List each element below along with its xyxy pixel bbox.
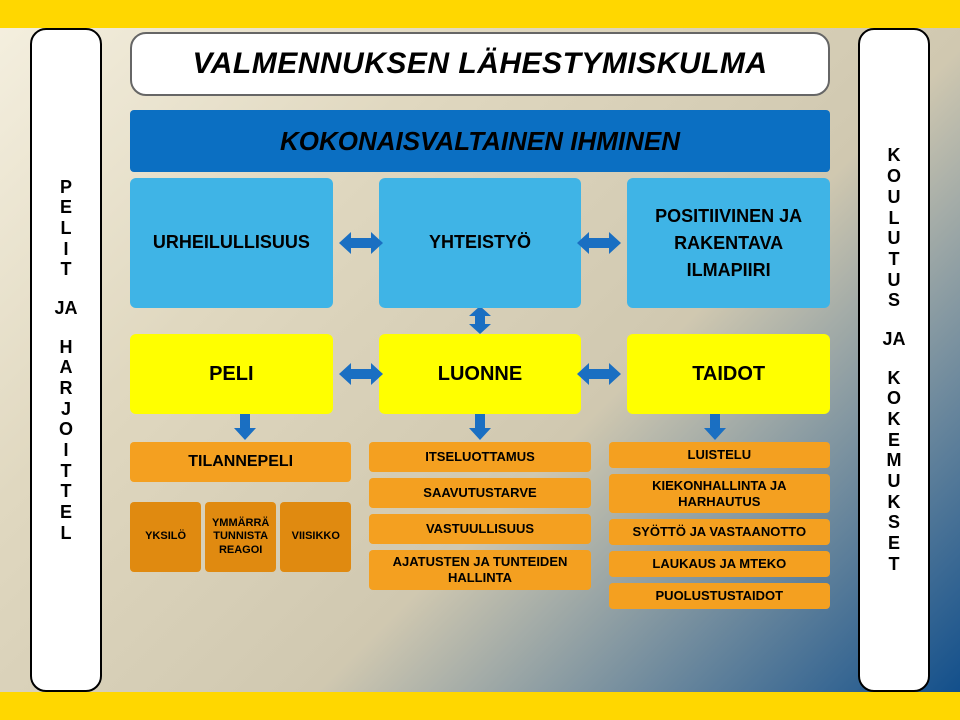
arrow-down-icon [702, 412, 728, 440]
right-pillar-word1: K O U L U T U S [887, 145, 901, 311]
right-pillar-word2: JA [882, 329, 905, 350]
cell-viisikko: VIISIKKO [280, 502, 351, 572]
box-peli: PELI [130, 334, 333, 414]
arrow-v-row12 [130, 306, 830, 334]
item-puolustus: PUOLUSTUSTAIDOT [609, 583, 830, 609]
title-box: VALMENNUKSEN LÄHESTYMISKULMA [130, 32, 830, 96]
item-itseluottamus: ITSELUOTTAMUS [369, 442, 590, 472]
right-pillar: K O U L U T U S JA K O K E M U K S E T [858, 28, 930, 692]
col-tilannepeli: TILANNEPELI YKSILÖ YMMÄRRÄ TUNNISTA REAG… [130, 442, 351, 609]
box-urheilullisuus: URHEILULLISUUS [130, 178, 333, 308]
arrow-h-icon [339, 230, 383, 256]
box-taidot: TAIDOT [627, 334, 830, 414]
arrow-h-icon [577, 230, 621, 256]
row-blue: URHEILULLISUUS YHTEISTYÖ POSITIIVINEN JA… [130, 178, 830, 308]
row-orange: TILANNEPELI YKSILÖ YMMÄRRÄ TUNNISTA REAG… [130, 442, 830, 609]
arrow-down-icon [467, 412, 493, 440]
item-kiekonhallinta: KIEKONHALLINTA JA HARHAUTUS [609, 474, 830, 513]
arrow-v-row23 [130, 412, 830, 440]
tilannepeli-header: TILANNEPELI [130, 442, 351, 482]
header-text: KOKONAISVALTAINEN IHMINEN [280, 126, 680, 157]
box-luonne: LUONNE [379, 334, 582, 414]
col-taidot-items: LUISTELU KIEKONHALLINTA JA HARHAUTUS SYÖ… [609, 442, 830, 609]
arrow-h-icon [339, 361, 383, 387]
title-text: VALMENNUKSEN LÄHESTYMISKULMA [192, 47, 767, 81]
left-pillar: P E L I T JA H A R J O I T T E L [30, 28, 102, 692]
arrow-h-icon [577, 361, 621, 387]
left-pillar-word2: JA [54, 298, 77, 319]
item-ajatusten: AJATUSTEN JA TUNTEIDEN HALLINTA [369, 550, 590, 590]
item-syotto: SYÖTTÖ JA VASTAANOTTO [609, 519, 830, 545]
item-luistelu: LUISTELU [609, 442, 830, 468]
arrow-down-icon [232, 412, 258, 440]
left-pillar-word3: H A R J O I T T E L [59, 337, 73, 544]
item-laukaus: LAUKAUS JA MTEKO [609, 551, 830, 577]
left-pillar-word1: P E L I T [60, 177, 72, 280]
right-pillar-word3: K O K E M U K S E T [887, 368, 902, 575]
cell-ymmarra: YMMÄRRÄ TUNNISTA REAGOI [205, 502, 276, 572]
item-vastuullisuus: VASTUULLISUUS [369, 514, 590, 544]
box-ilmapiiri: POSITIIVINEN JA RAKENTAVA ILMAPIIRI [627, 178, 830, 308]
item-saavutustarve: SAAVUTUSTARVE [369, 478, 590, 508]
arrow-v-icon [467, 306, 493, 334]
col-luonne-items: ITSELUOTTAMUS SAAVUTUSTARVE VASTUULLISUU… [369, 442, 590, 609]
box-yhteistyo: YHTEISTYÖ [379, 178, 582, 308]
main-diagram: KOKONAISVALTAINEN IHMINEN URHEILULLISUUS… [130, 110, 830, 700]
header-bar: KOKONAISVALTAINEN IHMINEN [130, 110, 830, 172]
cell-yksilo: YKSILÖ [130, 502, 201, 572]
row-yellow: PELI LUONNE TAIDOT [130, 334, 830, 414]
